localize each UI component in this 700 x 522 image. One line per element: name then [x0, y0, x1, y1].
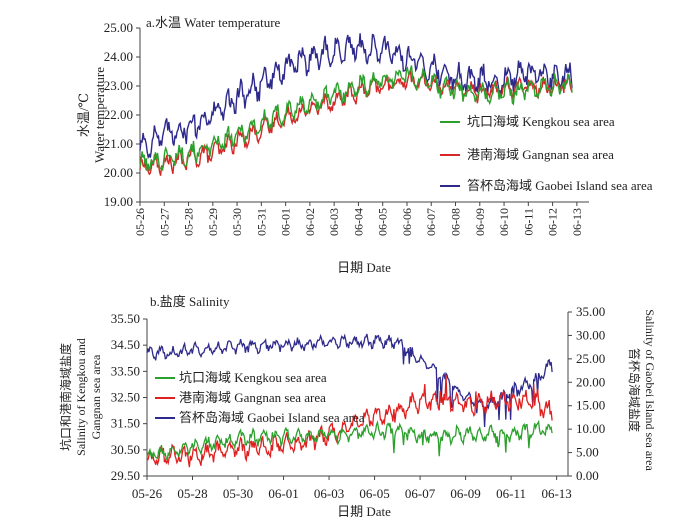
legend-label: 笞杯岛海域 Gaobei Island sea area — [179, 410, 365, 425]
series-line — [139, 33, 573, 160]
left-y-tick-label: 35.50 — [111, 311, 140, 326]
panel-label: a.水温 Water temperature — [146, 15, 281, 30]
left-y-tick-label: 32.50 — [111, 390, 140, 405]
left-y-tick-label: 29.50 — [111, 468, 140, 483]
right-y-tick-label: 30.00 — [576, 327, 605, 342]
right-y-axis-label: Salinity of Gaobei Island sea area — [643, 309, 657, 471]
right-y-tick-label: 20.00 — [576, 374, 605, 389]
y-tick-label: 21.00 — [104, 136, 133, 151]
left-y-axis-label: Gangnan sea area — [89, 354, 103, 439]
y-tick-label: 20.00 — [104, 165, 133, 180]
x-tick-label: 06-01 — [279, 208, 293, 236]
legend-label: 坑口海域 Kengkou sea area — [179, 370, 327, 385]
series-line — [146, 374, 553, 468]
left-y-tick-label: 30.50 — [111, 442, 140, 457]
x-tick-label: 05-31 — [254, 208, 268, 236]
left-y-axis-label: 坑口和港南海域盐度 — [58, 343, 73, 451]
x-tick-label: 05-30 — [223, 486, 253, 501]
water-temperature-panel: 19.00 20.00 21.00 22.00 23.00 24.00 25.00 05-26… — [76, 15, 653, 275]
series-line — [146, 419, 553, 461]
x-tick-label: 06-05 — [359, 486, 389, 501]
right-y-axis-label: 笞杯岛海域盐度 — [627, 348, 642, 432]
x-tick-label: 06-09 — [473, 208, 487, 236]
x-tick-label: 06-11 — [496, 486, 526, 501]
x-tick-label: 05-29 — [206, 208, 220, 236]
x-tick-label: 06-13 — [541, 486, 571, 501]
y-tick-label: 25.00 — [104, 20, 133, 35]
legend-label: 港南海域 Gangnan sea area — [179, 390, 326, 405]
x-tick-label: 06-03 — [327, 208, 341, 236]
y-tick-label: 22.00 — [104, 107, 133, 122]
x-tick-label: 06-08 — [449, 208, 463, 236]
x-tick-label: 06-07 — [424, 208, 438, 236]
x-tick-label: 05-30 — [230, 208, 244, 236]
x-tick-label: 06-09 — [450, 486, 480, 501]
x-tick-label: 05-27 — [157, 208, 171, 236]
right-y-tick-label: 5.00 — [576, 445, 599, 460]
y-axis-label: 水温/℃ — [76, 93, 91, 137]
left-y-axis-label: Salinity of Kengkou and — [74, 338, 88, 456]
x-axis-label: 日期 Date — [337, 504, 391, 519]
x-tick-label: 06-01 — [268, 486, 298, 501]
legend-label: 港南海域 Gangnan sea area — [467, 147, 614, 162]
legend-label: 坑口海域 Kengkou sea area — [467, 114, 615, 129]
x-tick-label: 06-03 — [314, 486, 344, 501]
y-tick-label: 23.00 — [104, 78, 133, 93]
x-tick-label: 06-07 — [405, 486, 436, 501]
x-tick-label: 05-28 — [182, 208, 196, 236]
x-tick-label: 06-02 — [303, 208, 317, 236]
x-tick-label: 06-11 — [521, 208, 535, 236]
x-tick-label: 05-26 — [132, 486, 163, 501]
x-tick-label: 06-12 — [546, 208, 560, 236]
right-y-tick-label: 35.00 — [576, 304, 605, 319]
right-y-tick-label: 10.00 — [576, 421, 605, 436]
x-tick-label: 06-10 — [497, 208, 511, 236]
x-tick-label: 06-04 — [351, 208, 365, 236]
panel-label: b.盐度 Salinity — [150, 294, 230, 309]
y-tick-label: 19.00 — [104, 194, 133, 209]
left-y-tick-label: 33.50 — [111, 363, 140, 378]
y-tick-label: 24.00 — [104, 49, 133, 64]
x-tick-label: 06-06 — [400, 208, 414, 236]
x-tick-label: 05-28 — [177, 486, 207, 501]
x-tick-label: 06-05 — [376, 208, 390, 236]
left-y-tick-label: 31.50 — [111, 416, 140, 431]
y-axis-label: Water temperature — [92, 67, 107, 163]
x-tick-label: 05-26 — [133, 208, 147, 236]
salinity-panel: 29.50 30.50 31.50 32.50 33.50 34.50 35.50 0.00 5… — [58, 294, 657, 519]
x-tick-label: 06-13 — [570, 208, 584, 236]
legend-label: 笞杯岛海域 Gaobei Island sea area — [467, 178, 653, 193]
x-axis-label: 日期 Date — [337, 260, 391, 275]
series-line — [139, 65, 573, 172]
right-y-tick-label: 0.00 — [576, 468, 599, 483]
right-y-tick-label: 25.00 — [576, 351, 605, 366]
series-line — [146, 333, 553, 428]
left-y-tick-label: 34.50 — [111, 337, 140, 352]
right-y-tick-label: 15.00 — [576, 398, 605, 413]
